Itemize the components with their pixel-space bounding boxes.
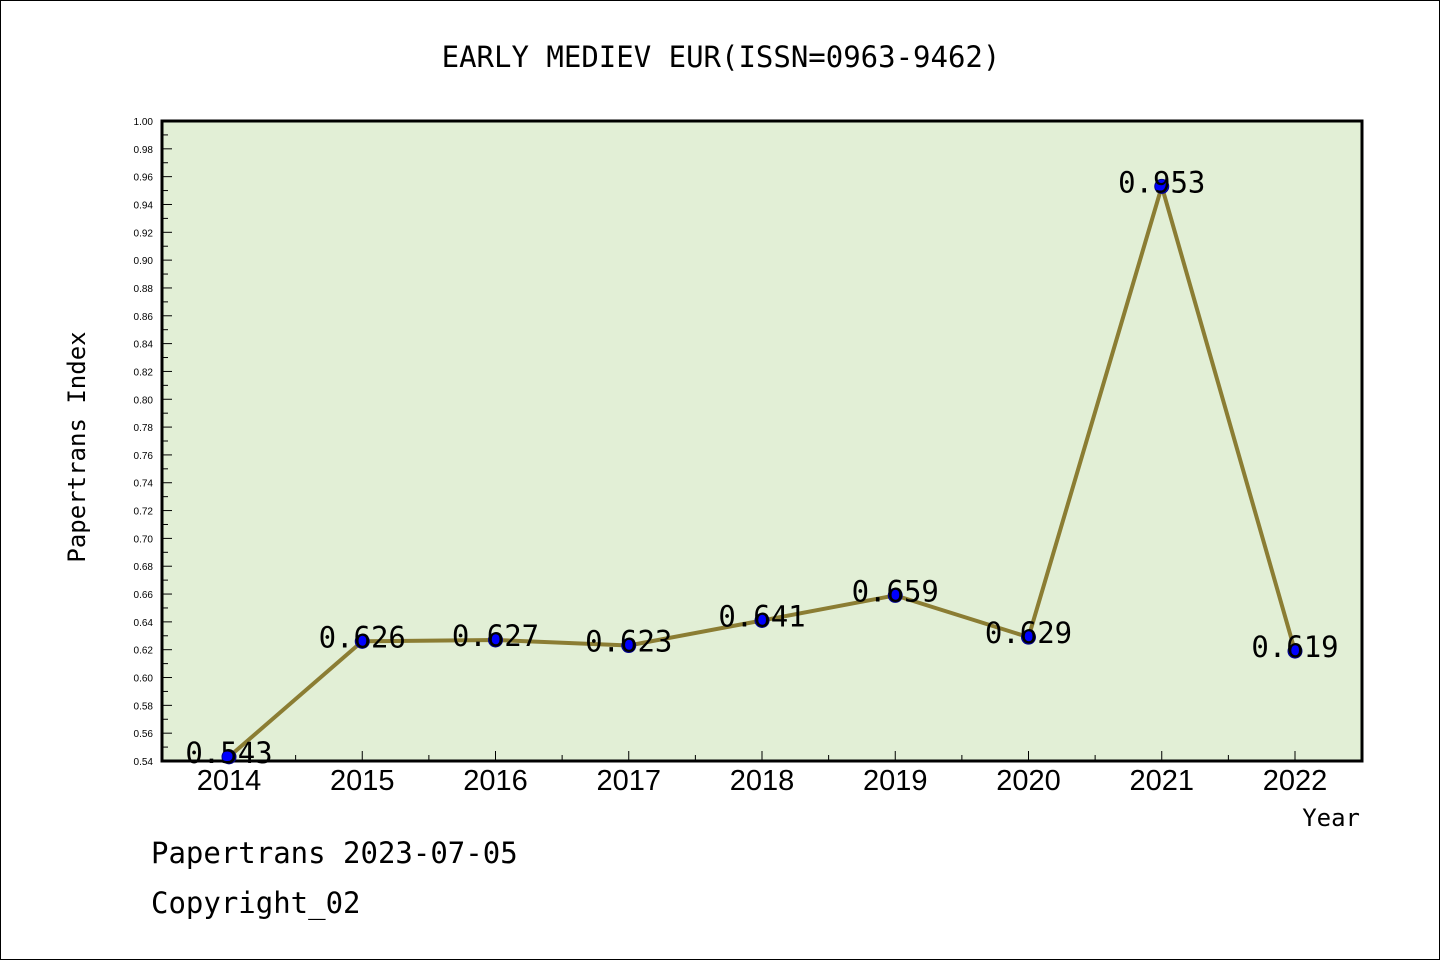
data-label: 0.626 <box>319 620 406 654</box>
y-tick-label: 0.70 <box>134 534 154 545</box>
x-axis-label: Year <box>1302 804 1360 832</box>
y-tick-label: 0.62 <box>134 646 154 657</box>
x-tick-label: 2017 <box>596 765 661 797</box>
data-point <box>754 612 770 628</box>
data-label: 0.953 <box>1118 165 1205 199</box>
x-tick-label: 2018 <box>730 765 795 797</box>
y-tick-label: 0.84 <box>134 340 154 351</box>
x-tick-label: 2022 <box>1263 765 1328 797</box>
y-tick-label: 0.80 <box>134 395 154 406</box>
x-tick-label: 2016 <box>463 765 528 797</box>
y-tick-label: 0.82 <box>134 367 154 378</box>
footer-copyright: Copyright_02 <box>151 886 361 920</box>
y-tick-label: 1.00 <box>134 117 154 128</box>
data-label: 0.543 <box>185 736 272 770</box>
y-tick-label: 0.90 <box>134 256 154 267</box>
data-label: 0.619 <box>1251 630 1338 664</box>
y-tick-label: 0.60 <box>134 674 154 685</box>
x-tick-label: 2019 <box>863 765 928 797</box>
y-tick-label: 0.78 <box>134 423 154 434</box>
data-label: 0.623 <box>585 625 672 659</box>
data-point <box>1021 629 1036 645</box>
data-point <box>1287 643 1303 659</box>
data-label: 0.659 <box>852 574 939 608</box>
x-tick-label: 2014 <box>197 765 262 797</box>
footer-date: Papertrans 2023-07-05 <box>151 836 518 870</box>
y-tick-label: 0.86 <box>134 312 154 323</box>
data-label-layer: 0.543 0.626 0.627 0.623 0.641 0.659 0.629 0.953… <box>185 165 1338 769</box>
data-point <box>621 638 637 654</box>
y-tick-label: 0.68 <box>134 562 154 573</box>
x-axis: 2014 2015 2016 2017 2018 2019 2020 2021 2022 <box>197 751 1328 797</box>
data-label: 0.629 <box>985 616 1072 650</box>
y-tick-label: 0.74 <box>134 479 154 490</box>
plot-area <box>160 119 1364 763</box>
y-tick-label: 0.56 <box>134 729 154 740</box>
y-tick-label: 0.94 <box>134 200 154 211</box>
y-tick-label: 0.92 <box>134 228 154 239</box>
data-label: 0.641 <box>718 599 805 633</box>
y-tick-label: 0.66 <box>134 590 154 601</box>
y-tick-label: 0.58 <box>134 701 154 712</box>
data-label: 0.627 <box>452 619 539 653</box>
data-point <box>1154 178 1170 194</box>
x-tick-label: 2021 <box>1129 765 1194 797</box>
data-point <box>887 587 903 603</box>
y-tick-label: 0.96 <box>134 173 154 184</box>
data-point <box>221 749 237 765</box>
chart-title: EARLY MEDIEV EUR(ISSN=0963-9462) <box>442 40 1001 74</box>
data-point <box>488 632 503 648</box>
data-point <box>354 633 370 649</box>
y-tick-label: 0.76 <box>134 451 154 462</box>
x-tick-label: 2020 <box>996 765 1061 797</box>
y-tick-label: 0.88 <box>134 284 154 295</box>
series-layer <box>221 178 1303 765</box>
y-axis: 0.54 0.56 0.58 0.60 0.62 0.64 0.66 0.68 0.70 0.72… <box>134 117 172 768</box>
y-tick-label: 0.54 <box>134 757 154 768</box>
y-tick-label: 0.64 <box>134 618 154 629</box>
y-axis-label: Papertrans Index <box>63 331 91 562</box>
x-tick-label: 2015 <box>330 765 395 797</box>
y-tick-label: 0.72 <box>134 507 154 518</box>
y-tick-label: 0.98 <box>134 145 154 156</box>
